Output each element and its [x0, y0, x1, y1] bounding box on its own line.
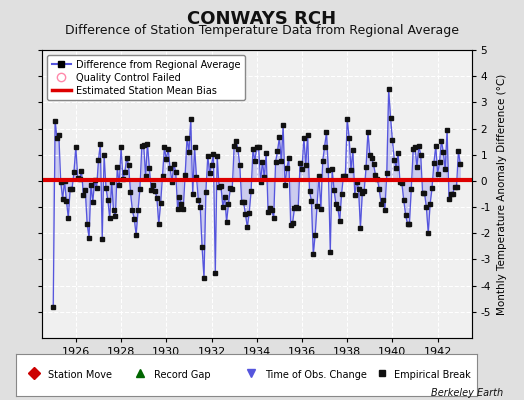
- Text: Empirical Break: Empirical Break: [394, 370, 471, 380]
- Text: CONWAYS RCH: CONWAYS RCH: [188, 10, 336, 28]
- Text: Time of Obs. Change: Time of Obs. Change: [265, 370, 367, 380]
- Text: Difference of Station Temperature Data from Regional Average: Difference of Station Temperature Data f…: [65, 24, 459, 37]
- Text: Berkeley Earth: Berkeley Earth: [431, 388, 503, 398]
- Text: Station Move: Station Move: [48, 370, 112, 380]
- Y-axis label: Monthly Temperature Anomaly Difference (°C): Monthly Temperature Anomaly Difference (…: [497, 73, 507, 315]
- Text: Record Gap: Record Gap: [154, 370, 211, 380]
- Legend: Difference from Regional Average, Quality Control Failed, Estimated Station Mean: Difference from Regional Average, Qualit…: [47, 55, 245, 100]
